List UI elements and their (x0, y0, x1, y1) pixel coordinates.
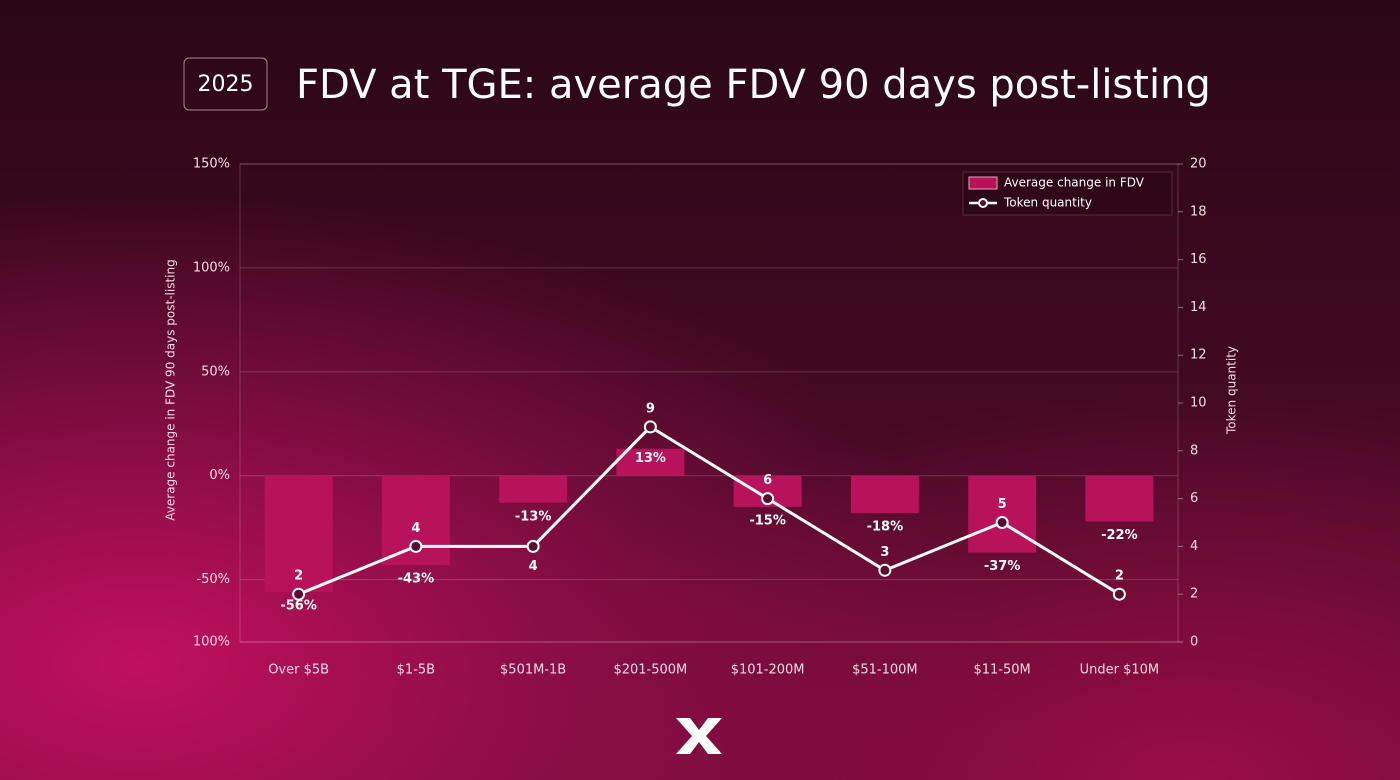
bar (850, 475, 919, 514)
line-value-label: 3 (880, 545, 889, 560)
bar-value-label: -18% (867, 520, 904, 535)
line-point (1112, 587, 1126, 601)
bar-value-label: 13% (635, 451, 666, 466)
bar-value-label: -15% (749, 513, 786, 528)
y2-tick-label: 0 (1190, 635, 1198, 650)
y-axis-label: Average change in FDV 90 days post-listi… (164, 259, 178, 520)
line-point (995, 516, 1009, 529)
line-point (526, 539, 540, 553)
logo (676, 718, 722, 754)
y2-tick-label: 10 (1190, 396, 1207, 411)
line-value-label: 9 (646, 401, 655, 416)
line-value-label: 4 (411, 521, 420, 536)
y-tick-label: 50% (201, 364, 230, 379)
line (298, 424, 1121, 596)
line-point (878, 563, 892, 577)
line-value-label: 5 (998, 497, 1007, 512)
y2-tick-label: 6 (1190, 491, 1198, 506)
x-tick-label: Over $5B (268, 663, 329, 678)
y2-tick-label: 8 (1190, 443, 1198, 458)
bar (968, 475, 1037, 553)
badge: 2025 (198, 72, 254, 97)
y2-tick-label: 14 (1190, 300, 1207, 315)
bar-value-label: -56% (280, 599, 317, 614)
line-value-label: 6 (763, 473, 772, 488)
bar (1085, 475, 1154, 522)
y-tick-label: 0% (209, 468, 230, 483)
legend-label: Token quantity (1003, 196, 1092, 210)
x-tick-label: $101-200M (731, 663, 805, 678)
x-tick-label: Under $10M (1080, 663, 1160, 678)
bar-value-label: -43% (398, 572, 435, 587)
bar-value-label: -13% (515, 509, 552, 524)
y-tick-label: 100% (193, 260, 230, 275)
x-tick-label: $201-500M (613, 663, 687, 678)
line-value-label: 2 (294, 569, 303, 584)
legend-label: Average change in FDV (1004, 176, 1145, 190)
badge-box (183, 57, 268, 111)
y-tick-label: 100% (193, 635, 230, 650)
line-value-label: 2 (1115, 569, 1124, 584)
line-point (643, 420, 657, 434)
y2-tick-label: 18 (1190, 204, 1207, 219)
y2-tick-label: 16 (1190, 252, 1207, 267)
chart-title: FDV at TGE: average FDV 90 days post-lis… (296, 62, 1211, 108)
y2-tick-label: 4 (1190, 539, 1198, 554)
y2-tick-label: 12 (1190, 348, 1207, 363)
bar (264, 475, 333, 593)
line-point (761, 492, 775, 506)
x-tick-label: $501M-1B (500, 663, 566, 678)
line-point (409, 539, 423, 553)
line-point (292, 587, 306, 601)
y2-tick-label: 20 (1190, 157, 1207, 172)
legend-box (962, 171, 1173, 216)
legend-swatch (978, 198, 988, 208)
y2-axis-label: Token quantity (1225, 346, 1239, 435)
y-tick-label: -50% (196, 572, 230, 587)
plot-frame (239, 163, 1179, 643)
y2-tick-label: 2 (1190, 587, 1198, 602)
bar (499, 475, 568, 503)
legend-swatch (968, 176, 998, 190)
x-tick-label: $11-50M (973, 663, 1030, 678)
x-tick-label: $51-100M (852, 663, 918, 678)
x-tick-label: $1-5B (397, 663, 435, 678)
bar-value-label: -37% (984, 559, 1021, 574)
line-value-label: 4 (529, 559, 538, 574)
y-tick-label: 150% (193, 157, 230, 172)
bar (616, 448, 685, 476)
bar-value-label: -22% (1101, 528, 1138, 543)
